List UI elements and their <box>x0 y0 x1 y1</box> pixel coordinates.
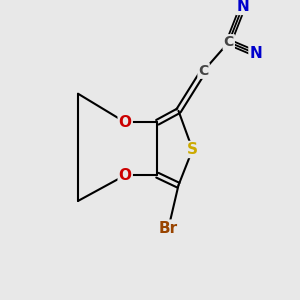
Text: C: C <box>224 35 234 49</box>
Text: C: C <box>199 64 209 78</box>
Text: O: O <box>119 115 132 130</box>
Text: S: S <box>187 142 198 157</box>
Text: N: N <box>236 0 249 14</box>
Text: Br: Br <box>159 221 178 236</box>
Text: O: O <box>119 168 132 183</box>
Text: N: N <box>250 46 262 61</box>
